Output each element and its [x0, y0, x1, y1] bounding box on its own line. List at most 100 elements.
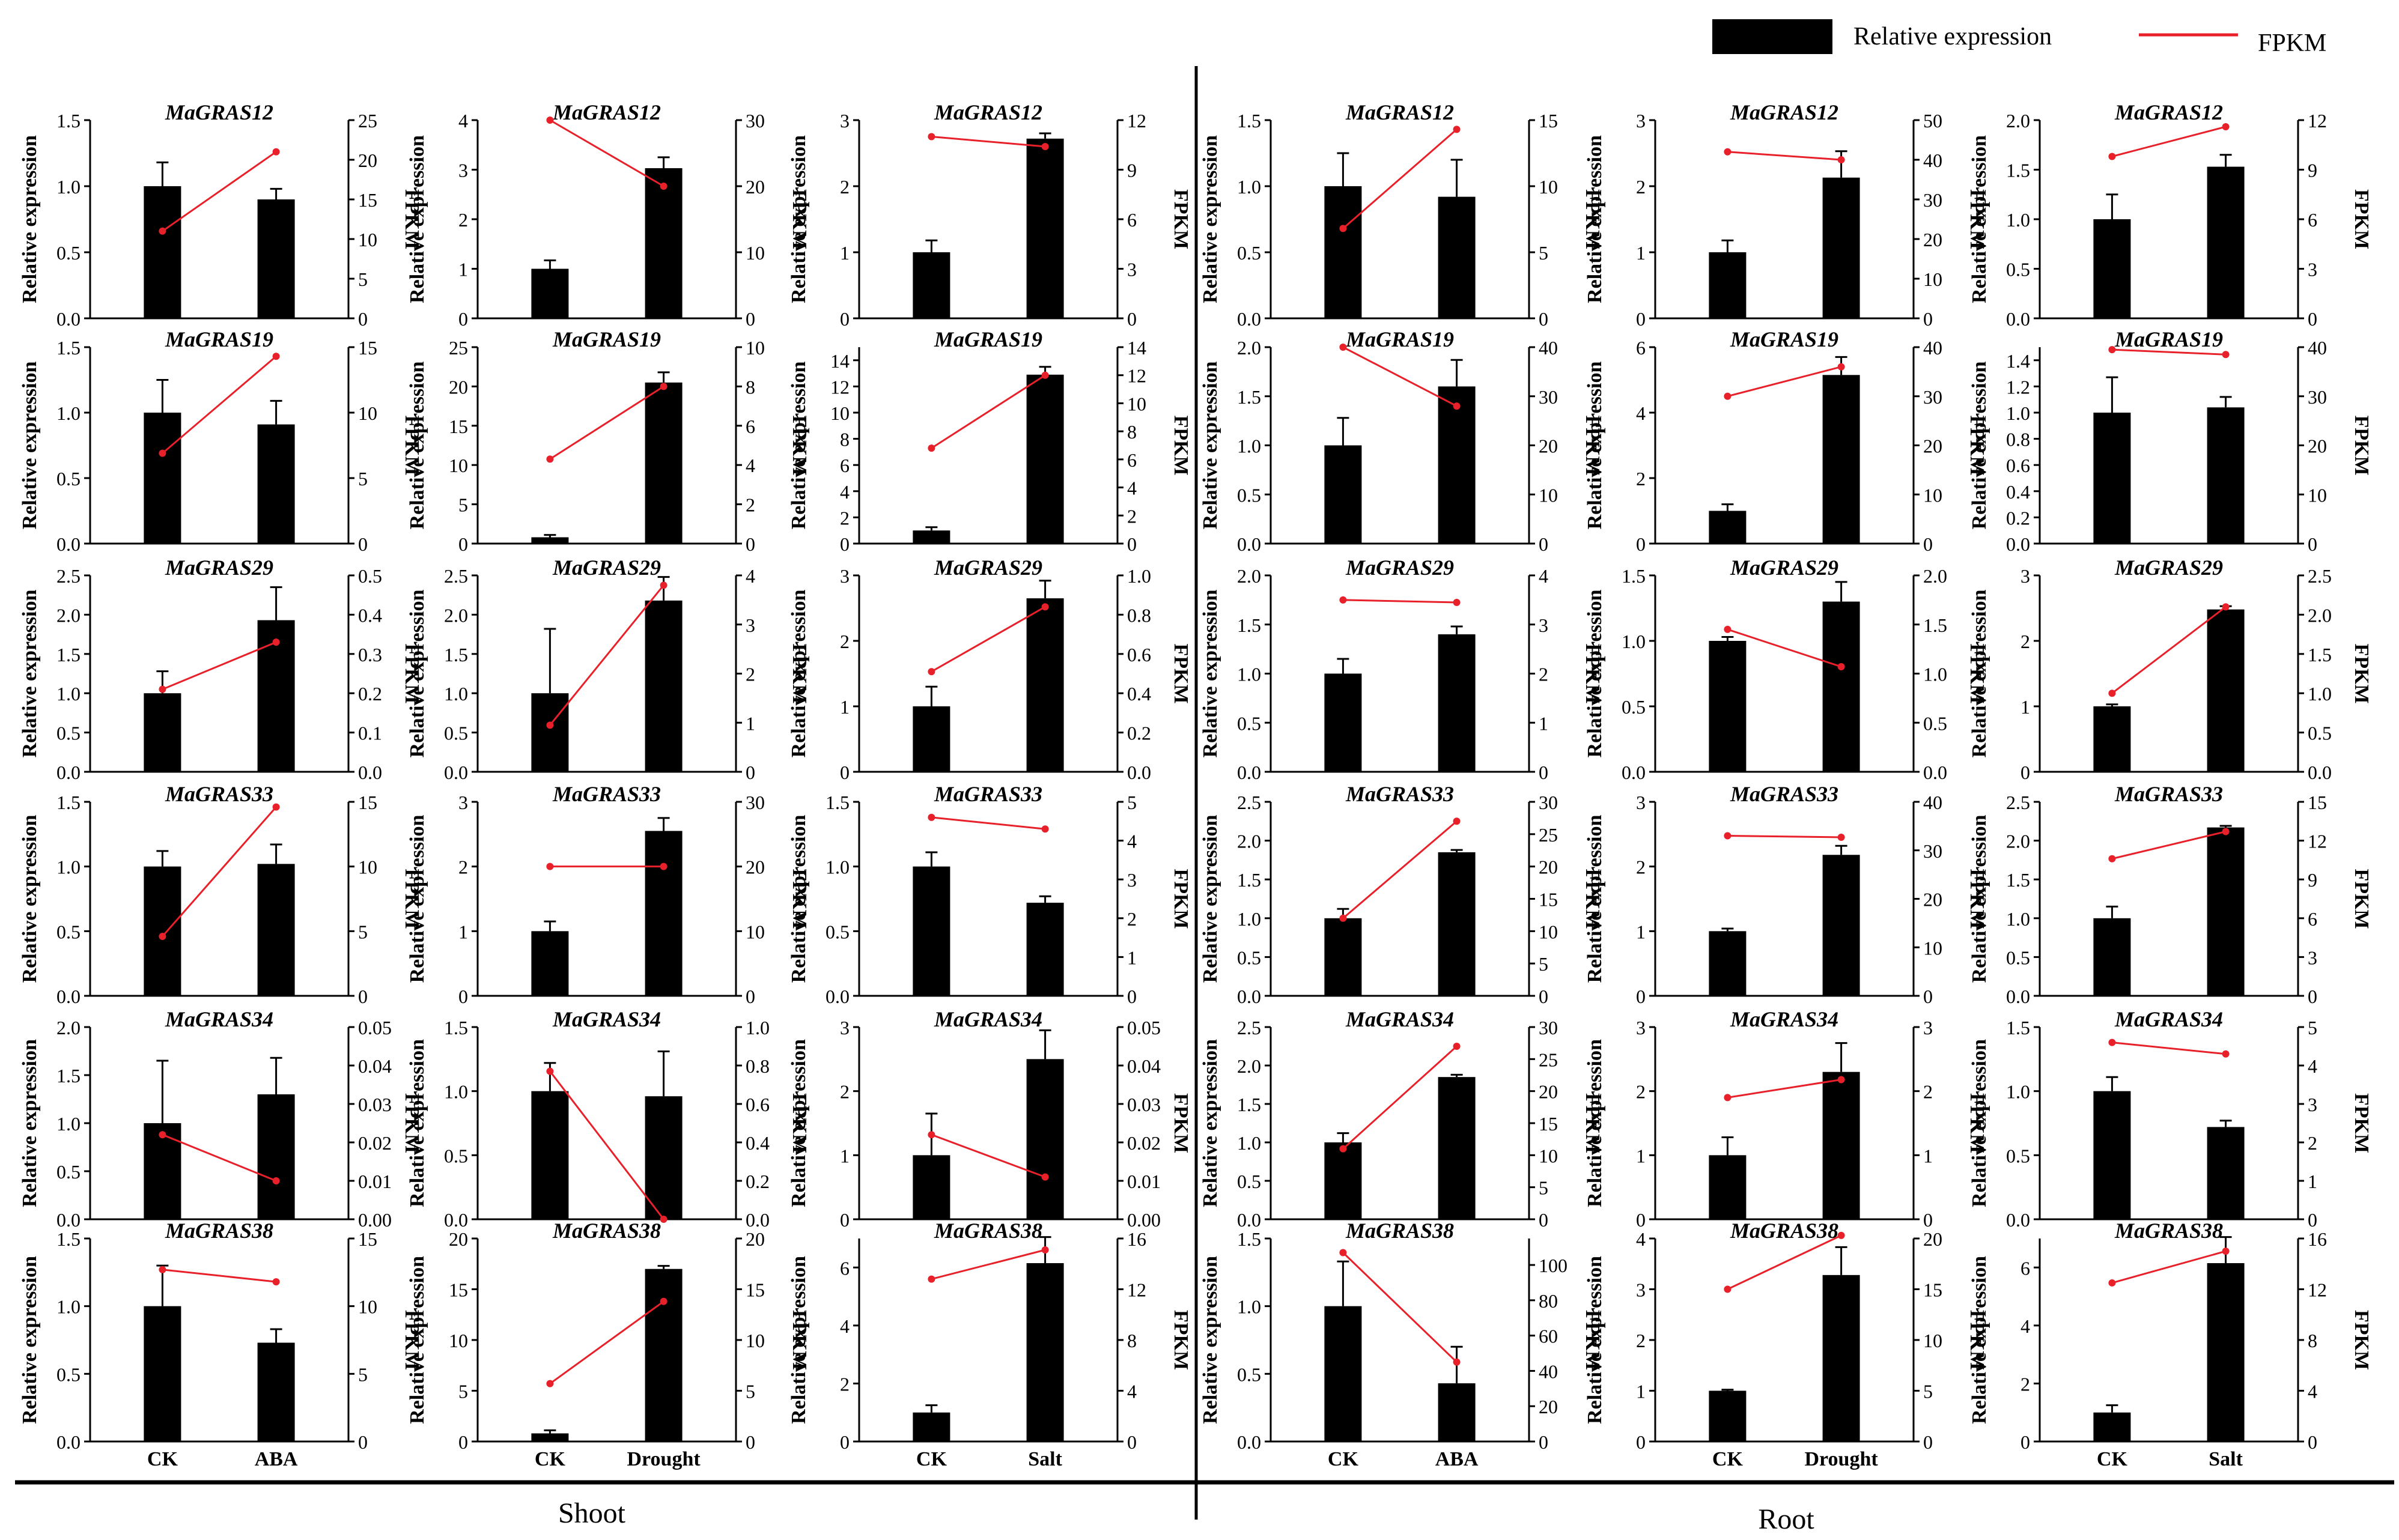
right-tick-label: 6 [1127, 449, 1137, 471]
gene-title: MaGRAS29 [2114, 556, 2223, 580]
right-tick-label: 1 [1539, 712, 1548, 734]
left-tick-label: 2.5 [444, 565, 468, 587]
left-tick-label: 0 [1636, 308, 1646, 330]
left-axis-title: Relative expression [19, 589, 41, 757]
left-tick-label: 0 [1636, 533, 1646, 555]
gene-title: MaGRAS38 [2114, 1219, 2223, 1243]
right-tick-label: 5 [1923, 1381, 1933, 1402]
right-axis-title: FPKM [1170, 643, 1192, 703]
left-tick-label: 1.5 [56, 1228, 81, 1250]
bar-salt [2207, 1127, 2245, 1219]
left-tick-label: 3 [840, 565, 850, 587]
right-axis-title: FPKM [401, 643, 423, 703]
bar-aba [1438, 1077, 1476, 1219]
right-tick-label: 25 [1539, 1049, 1558, 1070]
chart-panel-magras33-root-salt: 0.0 0.5 1.0 1.5 2.0 2.5 0 3 6 9 12 15 Relative expre… [1968, 782, 2373, 1007]
left-axis-title: Relative expression [1584, 361, 1606, 529]
bar-drought [645, 168, 683, 318]
right-tick-label: 1 [1923, 1145, 1933, 1166]
left-tick-label: 0.5 [56, 242, 81, 264]
gene-title: MaGRAS38 [934, 1219, 1042, 1243]
gene-title: MaGRAS34 [1730, 1007, 1838, 1031]
gene-title: MaGRAS38 [552, 1219, 661, 1243]
right-tick-label: 30 [1539, 386, 1558, 408]
left-tick-label: 1.0 [444, 683, 468, 705]
right-tick-label: 40 [2308, 337, 2327, 359]
bar-drought [1822, 1072, 1860, 1219]
fpkm-point-ck [928, 668, 935, 676]
right-tick-label: 4 [746, 565, 755, 587]
fpkm-point-salt [1041, 825, 1049, 833]
right-axis-title: FPKM [1966, 869, 1988, 929]
fpkm-point-ck [1339, 1145, 1347, 1153]
fpkm-point-ck [1339, 1249, 1347, 1257]
bar-salt [2207, 609, 2245, 772]
left-axis-title: Relative expression [1968, 814, 1990, 983]
fpkm-point-aba [1453, 402, 1461, 410]
right-tick-label: 0.01 [358, 1171, 392, 1192]
left-tick-label: 0.0 [56, 1209, 81, 1231]
left-tick-label: 2 [840, 631, 850, 652]
fpkm-line [549, 584, 664, 726]
left-tick-label: 1.5 [1237, 386, 1261, 408]
fpkm-point-salt [2222, 351, 2230, 359]
right-tick-label: 15 [358, 189, 377, 211]
right-tick-label: 0.2 [1127, 723, 1151, 744]
gene-title: MaGRAS19 [165, 327, 273, 351]
fpkm-point-ck [159, 1266, 166, 1273]
left-tick-label: 10 [830, 402, 850, 424]
right-tick-label: 8 [746, 376, 755, 398]
left-tick-label: 0.5 [56, 921, 81, 942]
right-axis-title: FPKM [1581, 869, 1604, 929]
left-tick-label: 0.0 [1237, 308, 1261, 330]
left-axis-title: Relative expression [1584, 814, 1606, 983]
left-axis-title: Relative expression [1584, 589, 1606, 757]
right-tick-label: 2.0 [2308, 604, 2332, 626]
right-tick-label: 2 [2308, 1132, 2317, 1154]
right-tick-label: 10 [1539, 921, 1558, 942]
bar-ck [1709, 252, 1747, 318]
left-tick-label: 0.4 [2006, 481, 2030, 503]
fpkm-line [931, 374, 1046, 449]
bar-aba [257, 199, 295, 318]
right-tick-label: 12 [2308, 110, 2327, 132]
fpkm-point-aba [272, 803, 280, 811]
bar-drought [1822, 855, 1860, 996]
left-tick-label: 0.0 [56, 308, 81, 330]
right-tick-label: 0 [1539, 1431, 1548, 1453]
left-tick-label: 12 [830, 376, 850, 398]
fpkm-point-ck [2108, 1038, 2116, 1046]
left-tick-label: 0.5 [1237, 242, 1261, 264]
right-tick-label: 40 [1923, 337, 1942, 359]
fpkm-line [549, 386, 664, 460]
gene-title: MaGRAS19 [552, 327, 661, 351]
chart-panel-magras34-root-aba: 0.0 0.5 1.0 1.5 2.0 2.5 0 5 10 15 20 25 30 Relative e… [1199, 1007, 1604, 1231]
left-tick-label: 8 [840, 429, 850, 450]
right-tick-label: 40 [1539, 1360, 1558, 1382]
right-tick-label: 0.6 [1127, 644, 1151, 665]
bar-salt [2207, 1263, 2245, 1441]
gene-title: MaGRAS34 [2114, 1007, 2223, 1031]
right-tick-label: 20 [1923, 889, 1942, 911]
left-tick-label: 1.2 [2006, 376, 2030, 398]
right-tick-label: 10 [1923, 484, 1942, 506]
right-tick-label: 2 [746, 494, 755, 516]
right-tick-label: 5 [358, 468, 368, 490]
right-tick-label: 60 [1539, 1326, 1558, 1347]
fpkm-point-ck [2108, 346, 2116, 354]
bar-ck [144, 413, 181, 544]
left-axis-title: Relative expression [1199, 589, 1221, 757]
fpkm-line [2112, 348, 2226, 356]
legend-fpkm-label: FPKM [2258, 29, 2326, 57]
right-tick-label: 25 [358, 110, 377, 132]
right-tick-label: 0 [2308, 308, 2317, 330]
fpkm-point-drought [1837, 1231, 1845, 1239]
fpkm-line [2112, 126, 2226, 157]
left-axis-title: Relative expression [19, 361, 41, 529]
right-axis-title: FPKM [401, 1310, 423, 1370]
left-tick-label: 2 [458, 209, 468, 231]
left-axis-title: Relative expression [1968, 1039, 1990, 1207]
